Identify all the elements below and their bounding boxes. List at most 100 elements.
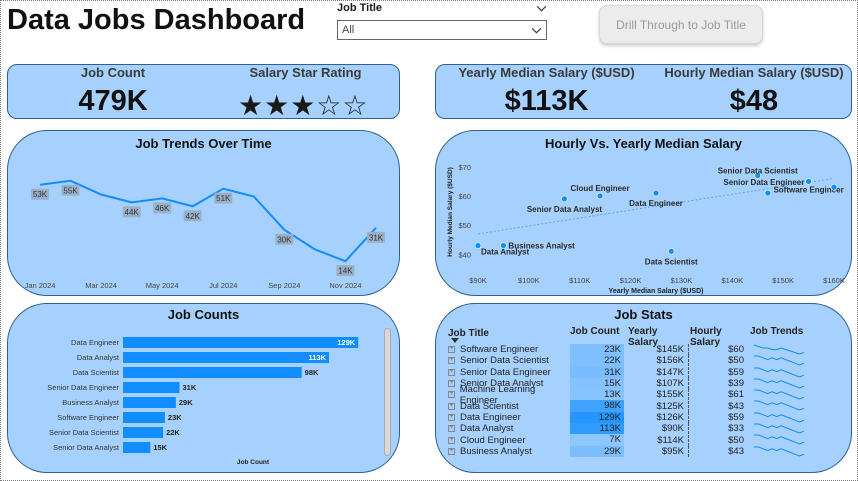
bar-category-label: Business Analyst: [62, 398, 120, 407]
expand-icon[interactable]: +: [448, 447, 455, 455]
table-row[interactable]: + Data Engineer 129K $126K $59: [448, 411, 820, 424]
yearly-salary-cell: $155K: [656, 389, 684, 401]
dropdown-chevron-icon: [531, 27, 542, 34]
table-row[interactable]: + Senior Data Engineer 31K $147K $59: [448, 366, 820, 378]
yearly-median-value: $113K: [504, 85, 589, 117]
job-counts-card: Job Counts Data Engineer 129K Data Analyst…: [7, 303, 400, 473]
sparkline: [753, 344, 805, 355]
job-title-cell: Software Engineer: [460, 344, 539, 356]
scatter-chart: $40 $50 $60 $70 $90K $100K $110K $120K $130K $140…: [447, 163, 845, 295]
expand-icon[interactable]: +: [448, 346, 455, 354]
hourly-salary-cell: $43: [688, 445, 748, 457]
table-row[interactable]: + Software Engineer 23K $145K $60: [448, 344, 820, 356]
bar: [123, 427, 164, 438]
table-row[interactable]: + Data Scientist 98K $125K $43: [448, 400, 820, 412]
bar: [123, 412, 165, 423]
trend-sparkline-cell: [748, 344, 814, 355]
sparkline: [754, 400, 805, 412]
slicer-dropdown[interactable]: All: [337, 20, 547, 40]
bar: [123, 352, 330, 363]
kpi-card-jobs: Job Count 479K Salary Star Rating ★★★☆☆: [7, 64, 400, 121]
col-yearly-salary[interactable]: Yearly Salary: [628, 326, 659, 348]
expand-icon[interactable]: +: [448, 391, 455, 399]
scatter-title: Hourly Vs. Yearly Median Salary: [544, 136, 743, 151]
job-count-cell: 113K: [570, 423, 624, 435]
sparkline-line: [754, 378, 805, 389]
yearly-salary-cell: $145K: [656, 344, 684, 356]
job-counts-scrollbar[interactable]: [384, 328, 391, 456]
job-count-cell: 31K: [570, 366, 624, 378]
job-count-heat: [570, 400, 624, 412]
job-count-heat: [570, 389, 624, 401]
x-tick-label: Jan 2024: [25, 281, 56, 290]
job-count-heat: [570, 411, 624, 424]
point-label: Senior Data Engineer: [723, 178, 804, 187]
expand-icon[interactable]: +: [448, 368, 455, 376]
chevron-down-icon[interactable]: [536, 3, 547, 14]
drill-through-button[interactable]: Drill Through to Job Title: [599, 5, 763, 44]
table-row[interactable]: + Cloud Engineer 7K $114K $50: [448, 434, 820, 446]
job-title-cell: Senior Data Scientist: [460, 355, 549, 367]
job-count-cell: 98K: [570, 400, 624, 412]
trend-line: [39, 179, 377, 263]
data-label: 55K: [63, 186, 78, 195]
col-job-title[interactable]: Job Title: [448, 327, 489, 339]
bar-category-label: Senior Data Analyst: [53, 443, 120, 452]
bar-value-label: 98K: [305, 368, 319, 377]
sparkline: [754, 434, 805, 445]
yearly-salary-cell: $126K: [656, 411, 684, 423]
expand-icon[interactable]: +: [448, 413, 455, 421]
point-label: Data Scientist: [645, 257, 698, 266]
sort-descending-icon[interactable]: [451, 338, 459, 343]
expand-icon[interactable]: +: [448, 425, 455, 433]
x-tick-label: $100K: [518, 276, 540, 285]
x-tick-label: $120K: [620, 276, 642, 285]
col-job-trends[interactable]: Job Trends: [750, 326, 804, 337]
data-label-bg: [336, 265, 355, 277]
col-job-count[interactable]: Job Count: [570, 326, 620, 337]
slicer-label: Job Title: [337, 2, 383, 14]
sparkline: [754, 423, 805, 434]
trend-sparkline-cell: [748, 389, 814, 400]
bar: [123, 367, 302, 378]
data-label-bg: [214, 192, 233, 204]
bar-category-label: Data Analyst: [77, 353, 120, 362]
expand-icon[interactable]: +: [448, 380, 455, 388]
sparkline-line: [754, 434, 805, 445]
x-axis-title: Yearly Median Salary ($USD): [609, 288, 704, 295]
col-hourly-salary[interactable]: Hourly Salary: [690, 326, 722, 348]
scatter-point: [596, 192, 604, 200]
sparkline-line: [754, 389, 805, 400]
job-count-cell: 22K: [570, 355, 624, 367]
x-tick-label: Nov 2024: [329, 281, 361, 290]
job-count-cell: 15K: [570, 377, 624, 390]
data-label: 31K: [369, 233, 384, 242]
job-trends-title: Job Trends Over Time: [135, 136, 272, 151]
x-tick-label: $160K: [823, 276, 845, 285]
table-row[interactable]: + Senior Data Scientist 22K $156K $50: [448, 355, 820, 367]
sparkline-line: [753, 344, 805, 355]
bar-value-label: 23K: [168, 413, 182, 422]
yearly-salary-cell: $90K: [661, 423, 684, 435]
job-title-cell: Data Engineer: [460, 411, 521, 423]
data-label-bg: [183, 210, 202, 222]
table-row[interactable]: + Data Analyst 113K $90K $33: [448, 423, 820, 435]
hourly-salary-cell: $59: [688, 366, 748, 378]
expand-icon[interactable]: +: [448, 357, 455, 365]
point-label: Senior Data Analyst: [527, 205, 603, 214]
trend-sparkline-cell: [748, 378, 814, 389]
table-row[interactable]: + Senior Data Analyst 15K $107K $39: [448, 377, 820, 390]
data-label-bg: [153, 202, 172, 214]
data-label-bg: [275, 233, 294, 245]
sparkline-line: [754, 446, 805, 457]
job-title-cell: Senior Data Analyst: [460, 378, 544, 390]
expand-icon[interactable]: +: [448, 402, 455, 410]
job-title-cell: Cloud Engineer: [460, 434, 526, 446]
sparkline: [754, 378, 805, 389]
page-title: Data Jobs Dashboard: [7, 4, 306, 36]
job-title-slicer[interactable]: Job Title All: [337, 0, 547, 40]
table-row[interactable]: + Business Analyst 29K $95K $43: [448, 445, 820, 457]
table-row[interactable]: + Machine Learning Engineer 13K $155K $61: [448, 384, 820, 406]
expand-icon[interactable]: +: [448, 436, 455, 444]
sparkline: [754, 355, 805, 366]
